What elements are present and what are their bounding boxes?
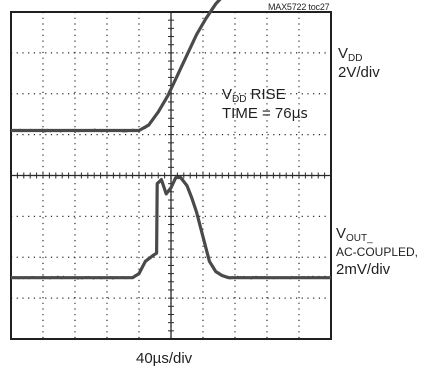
ch1-name: V: [338, 45, 349, 62]
trace-noise-1: [10, 175, 330, 280]
ch2-coupling: AC-COUPLED,: [336, 245, 419, 259]
annotation-rise: RISE: [246, 86, 286, 103]
x-scale-label: 40µs/div: [136, 350, 193, 367]
traces: [10, 0, 331, 280]
grid: [11, 12, 331, 339]
ch2-scale: 2mV/div: [336, 261, 391, 278]
annotation-v-sub: DD: [232, 94, 247, 105]
ch2-label: VOUT_ AC-COUPLED, 2mV/div: [336, 225, 418, 278]
part-number-label: MAX5722 toc27: [268, 2, 330, 12]
annotation-time-unit: µs: [291, 106, 308, 122]
ch1-name-sub: DD: [348, 53, 363, 64]
rise-time-annotation: VDD RISE TIME = 76µs: [222, 86, 308, 123]
ch2-name-sub: OUT_: [346, 233, 373, 244]
ch1-label: VDD 2V/div: [338, 45, 380, 81]
ch2-name: V: [336, 225, 347, 242]
plot-frame: [10, 11, 332, 340]
trace-noise-0: [10, 0, 220, 133]
annotation-time: TIME = 76: [222, 105, 292, 122]
ch1-scale: 2V/div: [338, 64, 380, 81]
annotation-v: V: [222, 86, 233, 103]
